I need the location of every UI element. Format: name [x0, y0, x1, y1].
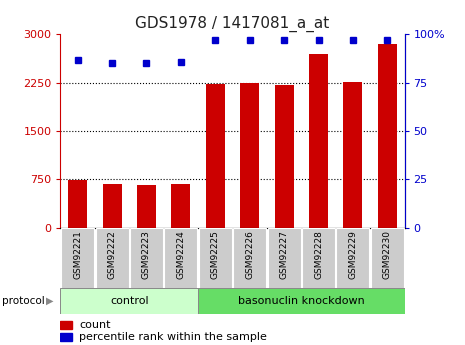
Bar — [61, 228, 94, 290]
Bar — [344, 82, 362, 228]
Bar — [378, 44, 397, 228]
Bar — [336, 228, 370, 290]
Text: ▶: ▶ — [46, 296, 53, 306]
Text: GSM92227: GSM92227 — [279, 230, 289, 279]
Bar — [240, 83, 259, 228]
Bar — [198, 288, 405, 314]
Bar — [95, 228, 129, 290]
Bar — [164, 228, 198, 290]
Bar — [302, 228, 335, 290]
Bar — [206, 84, 225, 228]
Text: GSM92230: GSM92230 — [383, 230, 392, 279]
Bar — [309, 54, 328, 228]
Text: control: control — [110, 296, 149, 306]
Text: percentile rank within the sample: percentile rank within the sample — [80, 332, 267, 342]
Bar — [267, 228, 301, 290]
Bar — [68, 180, 87, 228]
Text: GSM92223: GSM92223 — [142, 230, 151, 279]
Bar — [60, 333, 73, 341]
Bar — [130, 228, 163, 290]
Bar — [371, 228, 404, 290]
Text: GSM92221: GSM92221 — [73, 230, 82, 279]
Bar — [60, 321, 73, 329]
Bar — [60, 288, 198, 314]
Text: GSM92222: GSM92222 — [107, 230, 117, 279]
Bar — [172, 184, 190, 228]
Text: GSM92229: GSM92229 — [348, 230, 358, 279]
Text: GSM92225: GSM92225 — [211, 230, 220, 279]
Bar — [233, 228, 266, 290]
Text: count: count — [80, 320, 111, 330]
Text: GDS1978 / 1417081_a_at: GDS1978 / 1417081_a_at — [135, 16, 330, 32]
Text: GSM92226: GSM92226 — [245, 230, 254, 279]
Text: GSM92224: GSM92224 — [176, 230, 186, 279]
Bar — [137, 185, 156, 228]
Bar — [199, 228, 232, 290]
Text: protocol: protocol — [2, 296, 45, 306]
Text: GSM92228: GSM92228 — [314, 230, 323, 279]
Bar — [103, 184, 121, 228]
Text: basonuclin knockdown: basonuclin knockdown — [238, 296, 365, 306]
Bar — [275, 85, 293, 228]
